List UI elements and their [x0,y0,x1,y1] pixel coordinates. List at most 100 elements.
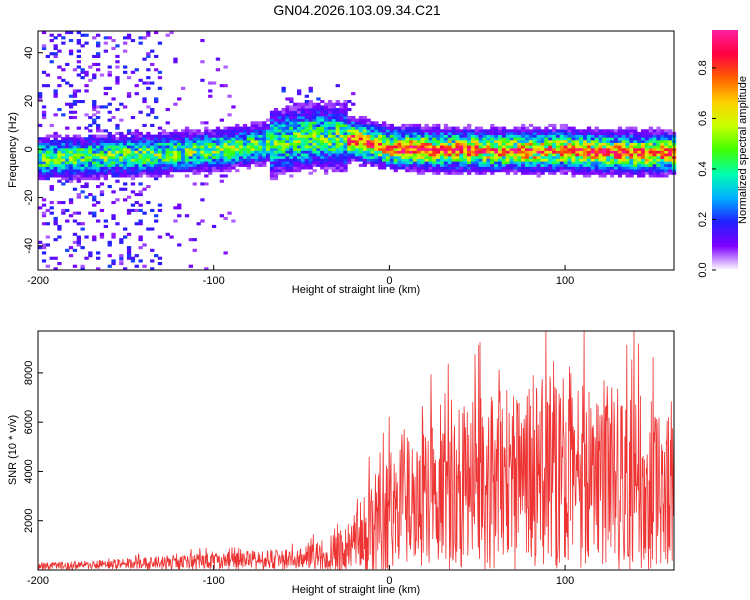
spectrogram-cell [107,171,112,175]
spectrogram-cell [146,185,151,189]
spectrogram-cell [606,145,611,149]
spectrogram-cell [53,54,58,58]
spectrogram-cell [366,129,371,133]
spectrogram-cell [362,147,367,151]
spectrogram-cell [281,89,286,93]
spectrogram-cell [293,126,298,130]
spectrogram-cell [637,155,642,159]
spectrogram-cell [397,163,402,167]
spectrogram-cell [80,158,85,162]
spectrogram-cell [126,211,132,215]
spectrogram-cell [308,129,313,133]
spectrogram-cell [297,102,302,106]
spectrogram-cell [606,150,611,154]
spectrogram-cell [405,150,410,154]
spectrogram-cell [99,161,105,165]
spectrogram-cell [204,163,209,167]
spectrogram-cell [177,153,182,157]
spectrogram-cell [432,142,437,146]
spectrogram-cell [443,145,449,149]
spectrogram-cell [181,158,186,162]
spectrogram-cell [103,150,108,154]
spectrogram-cell [308,118,313,122]
spectrogram-cell [528,155,534,159]
spectrogram-cell [273,142,279,146]
spectrogram-cell [165,171,170,175]
spectrogram-cell [436,158,441,162]
spectrogram-cell [316,155,321,159]
spectrogram-cell [455,131,460,135]
spectrogram-cell [563,169,568,173]
spectrogram-cell [273,113,279,117]
spectrogram-cell [45,73,50,77]
spectrogram-cell [536,174,541,178]
spectrogram-cell [486,153,491,157]
spectrogram-cell [324,142,329,146]
spectrogram-cell [470,166,476,170]
spectrogram-cell [382,142,387,146]
spectrogram-cell [235,123,240,127]
spectrogram-cell [525,129,530,133]
spectrogram-cell [339,116,344,120]
spectrogram-cell [320,150,325,154]
spectrogram-cell [405,163,410,167]
spectrogram-cell [68,84,74,88]
spectrogram-cell [273,121,279,125]
spectrogram-cell [227,113,232,117]
spectrogram-cell [463,142,468,146]
spectrogram-cell [111,46,116,50]
spectrogram-cell [111,190,116,194]
spectrogram-cell [61,139,66,143]
spectrogram-cell [119,169,124,173]
spectrogram-cell [61,171,66,175]
spectrogram-cell [374,161,379,165]
spectrogram-cell [297,134,302,138]
spectrogram-cell [80,171,85,175]
spectrogram-cell [57,163,62,167]
spectrogram-cell [397,137,402,141]
spectrogram-cell [447,171,452,175]
spectrogram-cell [227,137,232,141]
spectrogram-cell [432,161,437,165]
spectrogram-cell [432,123,437,127]
spectrogram-cell [409,126,414,130]
spectrogram-cell [142,137,147,141]
spectrogram-cell [324,158,329,162]
spectrogram-cell [258,123,263,127]
spectrogram-cell [65,153,70,157]
spectrogram-cell [304,161,309,165]
spectrogram-cell [331,155,337,159]
spectrogram-cell [358,139,364,143]
spectrogram-cell [115,131,120,135]
spectrogram-cell [126,153,132,157]
spectrogram-cell [498,147,503,151]
spectrogram-cell [285,158,290,162]
spectrogram-cell [126,256,132,260]
spectrogram-cell [96,169,101,173]
spectrogram-cell [374,129,379,133]
spectrogram-cell [521,150,526,154]
spectrogram-cell [668,129,673,133]
spectrogram-cell [555,145,561,149]
spectrogram-cell [610,139,615,143]
spectrogram-cell [72,68,78,72]
spectrogram-cell [297,137,302,141]
spectrogram-cell [440,150,445,154]
spectrogram-cell [277,145,282,149]
spectrogram-cell [513,142,518,146]
spectrogram-cell [459,145,464,149]
spectrogram-cell [382,147,387,151]
spectrogram-cell [339,145,344,149]
spectrogram-cell [575,139,580,143]
spectrogram-cell [436,155,441,159]
spectrogram-cell [92,105,97,109]
spectrogram-cell [613,142,619,146]
spectrogram-cell [99,232,105,236]
spectrogram-cell [142,134,147,138]
spectrogram-cell [621,139,626,143]
spectrogram-cell [644,155,650,159]
spectrogram-cell [300,126,306,130]
spectrogram-cell [621,134,626,138]
spectrogram-cell [99,163,105,167]
spectrogram-cell [544,153,549,157]
